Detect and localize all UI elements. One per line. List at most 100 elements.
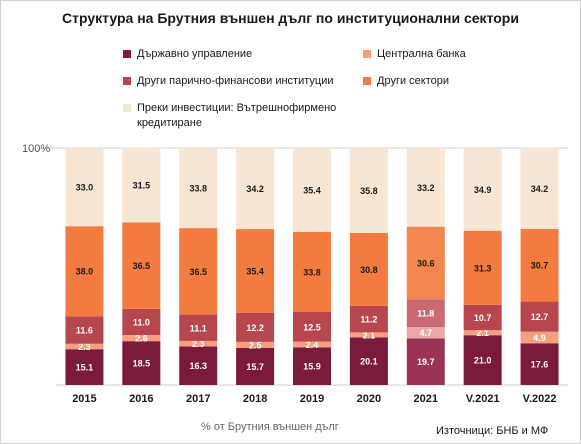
- bar-2020-series-0: [349, 337, 388, 385]
- x-axis-unit-label: % от Брутния външен дълг: [201, 421, 339, 433]
- data-label-v-2022-series-4: 34.2: [531, 184, 549, 194]
- bar-v-2021-series-3: [463, 230, 502, 305]
- data-label-2016-series-0: 18.5: [133, 359, 151, 369]
- bar-2017-series-0: [179, 346, 218, 385]
- data-label-v-2021-series-2: 10.7: [474, 313, 492, 323]
- chart-title: Структура на Брутния външен дълг по инст…: [62, 10, 519, 26]
- data-label-2015-series-2: 11.6: [76, 326, 93, 336]
- bar-2018-series-0: [236, 347, 275, 385]
- data-label-2019-series-4: 35.4: [303, 185, 321, 195]
- x-tick-label-2018: 2018: [243, 393, 267, 405]
- legend-item-direct-investment: Преки инвестиции: Вътрешнофирмено кредит…: [123, 101, 363, 133]
- x-tick-label-2017: 2017: [186, 393, 210, 405]
- data-label-2021-series-3: 30.6: [417, 258, 435, 268]
- legend-label-government: Държавно управление: [137, 48, 253, 60]
- legend-swatch-government: [123, 50, 131, 58]
- bar-v-2022-series-1: [520, 331, 559, 344]
- bar-2016-series-1: [122, 334, 161, 342]
- data-label-v-2022-series-0: 17.6: [531, 360, 549, 370]
- y-tick-label-100: 100%: [22, 143, 50, 155]
- bar-2021-series-2: [406, 299, 445, 328]
- bar-2021-series-4: [406, 148, 445, 227]
- x-tick-label-2015: 2015: [72, 393, 96, 405]
- legend-label-other-mfi: Други парично-финансови институции: [137, 75, 334, 87]
- data-label-2016-series-4: 31.5: [133, 181, 151, 191]
- data-label-2019-series-3: 33.8: [303, 267, 321, 277]
- bar-2016-series-2: [122, 308, 161, 335]
- data-label-2020-series-1: 2.1: [363, 330, 376, 340]
- bar-v-2021-series-0: [463, 335, 502, 385]
- data-label-2018-series-1: 2.5: [249, 340, 262, 350]
- data-label-2018-series-2: 12.2: [246, 323, 264, 333]
- bar-2021-series-1: [406, 327, 445, 339]
- bar-2019-series-2: [293, 312, 331, 342]
- legend-label-central-bank: Централна банка: [377, 48, 466, 60]
- data-label-2015-series-0: 15.1: [76, 363, 94, 373]
- data-label-2017-series-1: 2.3: [192, 339, 205, 349]
- data-label-2018-series-0: 15.7: [246, 362, 264, 372]
- bar-2021-series-3: [406, 226, 445, 300]
- bar-v-2022-series-0: [520, 343, 559, 385]
- data-label-2019-series-1: 2.4: [306, 340, 319, 350]
- bar-2016-series-3: [122, 222, 161, 309]
- bar-v-2021-series-4: [463, 148, 502, 231]
- x-tick-label-v-2021: V.2021: [466, 393, 500, 405]
- bar-2015-series-3: [65, 226, 104, 317]
- data-label-2020-series-3: 30.8: [360, 265, 378, 275]
- data-label-2019-series-0: 15.9: [303, 362, 321, 372]
- bar-2020-series-1: [349, 332, 388, 338]
- bar-2017-series-1: [179, 340, 218, 347]
- data-label-2017-series-3: 36.5: [189, 267, 207, 277]
- data-label-2018-series-4: 34.2: [246, 184, 264, 194]
- bar-2018-series-4: [236, 148, 275, 230]
- bar-2019-series-4: [293, 148, 331, 232]
- data-label-v-2021-series-3: 31.3: [474, 263, 492, 273]
- data-label-2020-series-2: 11.2: [360, 315, 377, 325]
- data-label-2015-series-3: 38.0: [76, 267, 94, 277]
- bar-v-2022-series-3: [520, 228, 559, 302]
- x-tick-label-2016: 2016: [129, 393, 153, 405]
- legend-swatch-direct-investment: [123, 104, 131, 112]
- bar-v-2021-series-1: [463, 330, 502, 336]
- bar-2017-series-2: [179, 314, 218, 341]
- bar-v-2022-series-4: [520, 147, 559, 229]
- bar-2019-series-1: [293, 341, 331, 348]
- data-label-2017-series-0: 16.3: [189, 361, 207, 371]
- bar-2020-series-3: [349, 232, 388, 306]
- legend-label-direct-investment: Преки инвестиции: Вътрешнофирмено кредит…: [137, 102, 337, 129]
- bar-2019-series-0: [293, 347, 331, 385]
- data-label-2018-series-3: 35.4: [246, 267, 264, 277]
- legend-swatch-other-sectors: [363, 77, 371, 85]
- data-label-2016-series-2: 11.0: [133, 317, 150, 327]
- bar-2017-series-4: [179, 148, 218, 229]
- bar-2018-series-2: [236, 312, 275, 342]
- data-label-2021-series-4: 33.2: [417, 183, 435, 193]
- data-label-2019-series-2: 12.5: [303, 322, 321, 332]
- bar-2016-series-4: [122, 147, 161, 223]
- bar-2018-series-3: [236, 229, 275, 313]
- x-tick-label-2021: 2021: [414, 393, 438, 405]
- legend-label-other-sectors: Други сектори: [377, 75, 450, 87]
- bar-2018-series-1: [236, 341, 275, 348]
- data-label-v-2021-series-1: 2.1: [476, 328, 489, 338]
- data-label-2015-series-1: 2.3: [78, 342, 91, 352]
- data-label-2017-series-2: 11.1: [190, 323, 207, 333]
- data-label-2020-series-0: 20.1: [360, 357, 378, 367]
- legend-swatch-central-bank: [363, 50, 371, 58]
- bar-2016-series-0: [122, 341, 161, 385]
- bar-2015-series-4: [65, 148, 104, 227]
- data-label-v-2021-series-4: 34.9: [474, 185, 492, 195]
- source-note: Източници: БНБ и МФ: [436, 425, 549, 437]
- bar-2021-series-0: [406, 338, 445, 385]
- bar-2015-series-1: [65, 343, 104, 350]
- bar-v-2021-series-2: [463, 304, 502, 331]
- bar-2017-series-3: [179, 228, 218, 315]
- bar-2020-series-4: [349, 148, 388, 233]
- x-tick-label-v-2022: V.2022: [523, 393, 557, 405]
- bar-2020-series-2: [349, 305, 388, 333]
- data-label-v-2022-series-1: 4.9: [533, 333, 546, 343]
- data-label-v-2021-series-0: 21.0: [474, 356, 492, 366]
- data-label-v-2022-series-2: 12.7: [531, 312, 549, 322]
- bar-2019-series-3: [293, 231, 331, 313]
